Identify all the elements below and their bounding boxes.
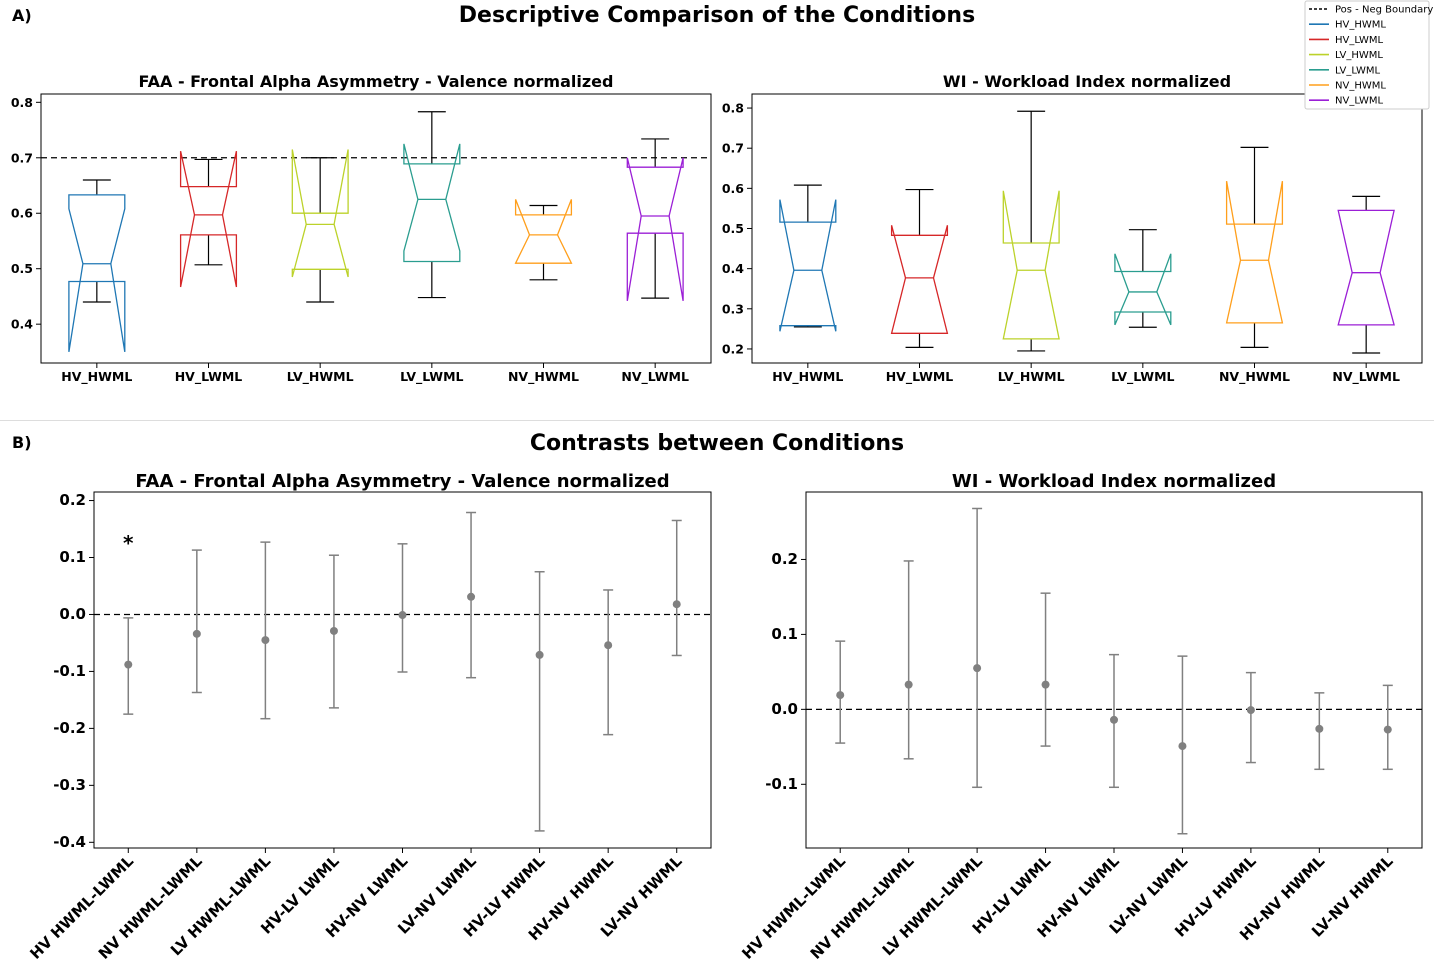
y-tick-label: -0.2 (53, 719, 86, 737)
x-tick-label: LV_HWML (998, 369, 1065, 385)
x-tick-label: NV_HWML (1219, 369, 1290, 385)
axes-title: WI - Workload Index normalized (952, 471, 1276, 492)
legend-label: NV_HWML (1335, 81, 1386, 92)
estimate-point (329, 626, 338, 635)
notched-box (179, 150, 238, 288)
y-tick-label: 0.7 (722, 141, 744, 156)
legend: Pos - Neg Boundary HV_HWML HV_LWML LV_HWML L… (1304, 0, 1433, 110)
x-tick-label: NV_HWML (508, 369, 579, 385)
significance-star: * (123, 531, 134, 555)
legend-label: LV_HWML (1335, 50, 1383, 61)
faa-contrast-plot: FAA - Frontal Alpha Asymmetry - Valence … (26, 471, 712, 963)
estimate-point (261, 636, 270, 645)
notched-box (1114, 253, 1172, 326)
axes-frame (93, 491, 712, 849)
y-tick-label: 0.7 (11, 150, 33, 165)
notched-box (68, 194, 126, 353)
y-tick-label: -0.4 (53, 833, 86, 851)
notched-box (779, 199, 837, 332)
estimate-point (604, 641, 613, 650)
notched-box (1002, 190, 1060, 340)
axes-title: FAA - Frontal Alpha Asymmetry - Valence … (135, 471, 669, 492)
y-tick-label: 0.4 (722, 261, 744, 276)
x-tick-label: HV_HWML (772, 369, 843, 385)
y-tick-label: 0.2 (722, 341, 744, 356)
y-tick-label: -0.1 (765, 775, 798, 793)
y-tick-label: 0.4 (11, 317, 33, 332)
section-title-b: Contrasts between Conditions (530, 431, 904, 456)
y-tick-label: 0.1 (771, 625, 798, 643)
y-tick-label: 0.3 (722, 301, 744, 316)
wi-contrast-plot: WI - Workload Index normalized 0.2 0.1 0.0 -… (738, 471, 1423, 963)
estimate-point (1246, 706, 1255, 715)
axes-frame (751, 93, 1423, 364)
estimate-point (904, 680, 913, 689)
x-tick-label: HV_LWML (175, 369, 243, 385)
estimate-point (467, 592, 476, 601)
y-tick-label: 0.2 (59, 491, 86, 509)
estimate-point (192, 629, 201, 638)
estimate-point (124, 660, 133, 669)
estimate-point (672, 600, 681, 609)
estimate-point (836, 691, 845, 700)
y-tick-label: 0.0 (59, 605, 86, 623)
notched-box (291, 149, 349, 278)
notched-box (890, 225, 949, 334)
estimate-point (1315, 724, 1324, 733)
legend-label: LV_LWML (1335, 65, 1380, 76)
estimate-point (535, 650, 544, 659)
x-tick-label: LV_LWML (400, 369, 463, 385)
x-tick-label: LV_HWML (287, 369, 354, 385)
notched-box (1337, 209, 1395, 326)
panel-label-a: A) (12, 6, 32, 25)
estimate-point (1383, 725, 1392, 734)
x-tick-label: NV_LWML (621, 369, 689, 385)
legend-label: HV_HWML (1335, 20, 1386, 31)
wi-boxplot: WI - Workload Index normalized 0.2 0.3 0.4 0… (722, 72, 1423, 385)
legend-label: Pos - Neg Boundary (1335, 5, 1433, 16)
legend-label: HV_LWML (1335, 35, 1384, 46)
estimate-point (1041, 680, 1050, 689)
legend-label: NV_LWML (1335, 96, 1383, 107)
y-tick-label: 0.8 (11, 95, 33, 110)
notched-box (626, 157, 684, 302)
y-tick-label: 0.8 (722, 101, 744, 116)
axes-frame (805, 491, 1423, 849)
y-tick-label: -0.1 (53, 662, 86, 680)
y-tick-label: 0.5 (11, 261, 33, 276)
x-tick-label: NV_LWML (1332, 369, 1400, 385)
x-tick-label: HV_HWML (61, 369, 132, 385)
y-tick-label: 0.5 (722, 221, 744, 236)
notched-box (403, 143, 461, 263)
estimate-point (398, 611, 407, 620)
estimate-point (1110, 715, 1118, 724)
notched-box (514, 199, 573, 264)
y-tick-label: 0.0 (771, 700, 798, 718)
y-tick-label: 0.6 (722, 181, 744, 196)
panel-label-b: B) (12, 433, 32, 452)
faa-boxplot: FAA - Frontal Alpha Asymmetry - Valence … (11, 72, 712, 385)
axes-frame (40, 93, 712, 364)
x-tick-label: LV_LWML (1111, 369, 1174, 385)
y-tick-label: -0.3 (53, 776, 86, 794)
y-tick-label: 0.2 (771, 550, 798, 568)
notched-box (1225, 180, 1284, 324)
y-tick-label: 0.6 (11, 206, 33, 221)
legend-box (1304, 0, 1430, 110)
y-tick-label: 0.1 (59, 548, 86, 566)
axes-title: WI - Workload Index normalized (943, 72, 1231, 91)
x-tick-label: HV_LWML (886, 369, 954, 385)
axes-title: FAA - Frontal Alpha Asymmetry - Valence … (139, 72, 614, 91)
estimate-point (973, 664, 982, 673)
estimate-point (1178, 742, 1187, 751)
section-title-a: Descriptive Comparison of the Conditions (459, 3, 975, 28)
